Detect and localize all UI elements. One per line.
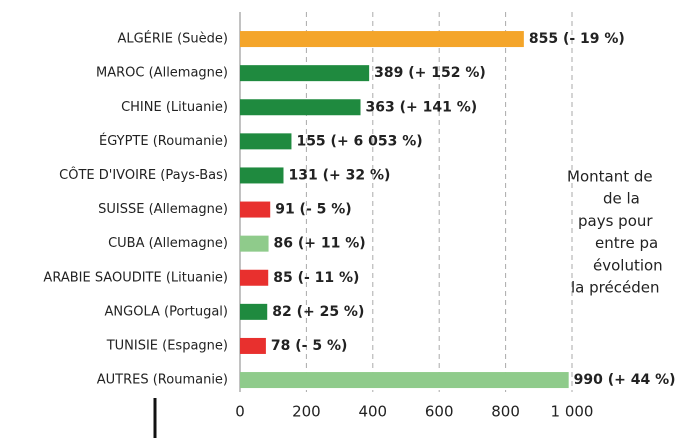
category-label: ALGÉRIE (Suède) bbox=[117, 31, 228, 47]
value-label: 155 (+ 6 053 %) bbox=[296, 133, 422, 149]
bar bbox=[240, 303, 268, 320]
bar bbox=[240, 65, 370, 82]
category-label: SUISSE (Allemagne) bbox=[98, 202, 228, 217]
x-tick-label: 200 bbox=[292, 403, 321, 421]
x-tick-label: 400 bbox=[358, 403, 387, 421]
value-label: 85 (- 11 %) bbox=[273, 270, 359, 286]
category-label: TUNISIE (Espagne) bbox=[106, 338, 228, 353]
category-label: ANGOLA (Portugal) bbox=[105, 304, 228, 319]
annotation-line: Montant de bbox=[567, 168, 653, 186]
category-label: AUTRES (Roumanie) bbox=[97, 373, 228, 388]
category-label: ARABIE SAOUDITE (Lituanie) bbox=[43, 270, 228, 285]
annotation-line: la précéden bbox=[571, 279, 659, 297]
bar bbox=[240, 167, 284, 184]
bar bbox=[240, 372, 569, 389]
x-tick-label: 1 000 bbox=[551, 403, 594, 421]
value-label: 86 (+ 11 %) bbox=[274, 236, 366, 252]
category-label: MAROC (Allemagne) bbox=[96, 66, 228, 81]
bar bbox=[240, 269, 269, 286]
value-label: 78 (- 5 %) bbox=[271, 338, 347, 354]
x-tick-label: 600 bbox=[425, 403, 454, 421]
bar bbox=[240, 133, 292, 150]
value-label: 91 (- 5 %) bbox=[275, 202, 351, 218]
annotation-line: évolution bbox=[593, 256, 663, 274]
bar bbox=[240, 201, 271, 218]
annotation-line: pays pour bbox=[578, 212, 653, 230]
annotation-line: de la bbox=[603, 190, 640, 208]
bar bbox=[240, 31, 524, 48]
bar bbox=[240, 337, 266, 354]
category-label: CUBA (Allemagne) bbox=[108, 236, 228, 251]
bar bbox=[240, 235, 269, 252]
value-label: 82 (+ 25 %) bbox=[272, 304, 364, 320]
x-tick-label: 800 bbox=[491, 403, 520, 421]
value-label: 990 (+ 44 %) bbox=[574, 372, 676, 388]
x-tick-label: 0 bbox=[235, 403, 245, 421]
category-label: CHINE (Lituanie) bbox=[121, 100, 228, 115]
value-label: 389 (+ 152 %) bbox=[374, 65, 486, 81]
annotation-line: entre pa bbox=[595, 234, 658, 252]
value-label: 855 (- 19 %) bbox=[529, 31, 625, 47]
value-label: 131 (+ 32 %) bbox=[288, 167, 390, 183]
category-label: ÉGYPTE (Roumanie) bbox=[99, 133, 228, 149]
bar bbox=[240, 99, 361, 116]
category-label: CÔTE D'IVOIRE (Pays-Bas) bbox=[59, 167, 228, 183]
value-label: 363 (+ 141 %) bbox=[366, 99, 478, 115]
